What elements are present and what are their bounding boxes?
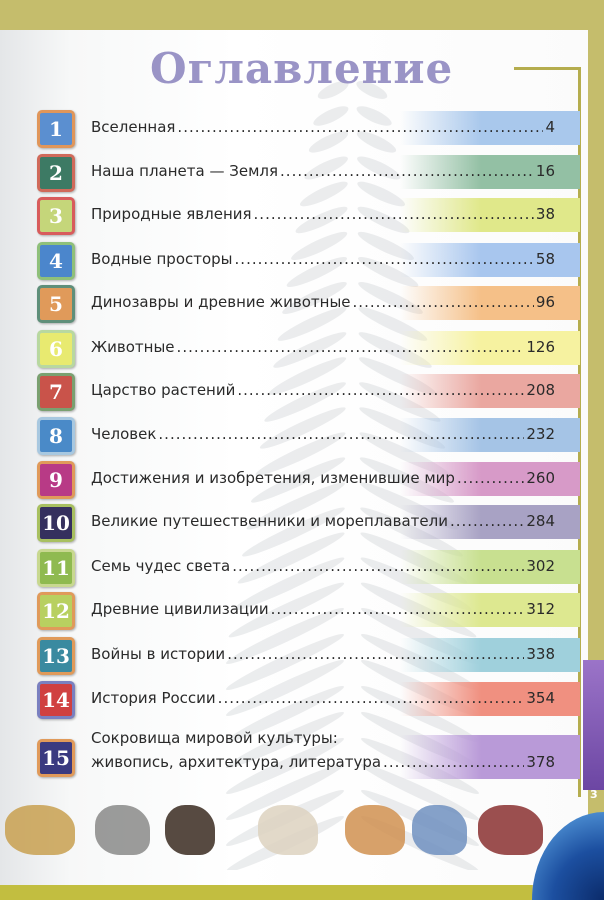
chapter-title: Войны в истории	[91, 645, 226, 663]
chapter-number-badge: 6	[37, 330, 75, 368]
page-ref: 38	[535, 205, 555, 223]
page-ref: 208	[526, 381, 555, 399]
page-ref: 96	[535, 293, 555, 311]
page-ref: 312	[526, 600, 555, 618]
bottom-band	[0, 885, 532, 900]
page-number: 3	[590, 788, 598, 801]
lamassu-image	[258, 805, 318, 855]
page-ref: 58	[535, 250, 555, 268]
toc-entry[interactable]: 12 Древние цивилизации 312	[0, 592, 604, 630]
side-strip	[583, 660, 604, 790]
illustrations	[0, 795, 560, 865]
dinosaur-image	[5, 805, 75, 855]
page-ref: 338	[526, 645, 555, 663]
chapter-number-badge: 11	[37, 549, 75, 587]
page-ref: 16	[535, 162, 555, 180]
toc-entry[interactable]: 9 Достижения и изобретения, изменившие м…	[0, 461, 604, 499]
page-ref: 284	[526, 512, 555, 530]
chapter-title: Водные просторы	[91, 250, 233, 268]
chapter-title: Динозавры и древние животные	[91, 293, 351, 311]
chapter-title: Сокровища мировой культуры:	[91, 729, 338, 747]
leader-dots	[177, 118, 543, 136]
chapter-title: живопись, архитектура, литература	[91, 753, 382, 771]
chapter-number-badge: 9	[37, 461, 75, 499]
toc-entry[interactable]: 7 Царство растений 208	[0, 373, 604, 411]
leader-dots	[218, 689, 525, 707]
chapter-number-badge: 13	[37, 637, 75, 675]
toc-entry[interactable]: 8 Человек 232	[0, 417, 604, 455]
chapter-title: Человек	[91, 425, 157, 443]
ancient-fresco-image	[345, 805, 405, 855]
toc-entry[interactable]: 4 Водные просторы 58	[0, 242, 604, 280]
elephant-image	[95, 805, 150, 855]
leader-dots	[158, 425, 524, 443]
leader-dots	[280, 162, 534, 180]
chapter-title: Древние цивилизации	[91, 600, 269, 618]
leader-dots	[450, 512, 524, 530]
toc-entry[interactable]: 10 Великие путешественники и мореплавате…	[0, 504, 604, 542]
chapter-number-badge: 7	[37, 373, 75, 411]
page-ref: 302	[526, 557, 555, 575]
chapter-title: Царство растений	[91, 381, 236, 399]
page-ref: 232	[526, 425, 555, 443]
chapter-title: Природные явления	[91, 205, 252, 223]
decorative-rule	[514, 67, 580, 70]
eagle-image	[165, 805, 215, 855]
toc-entry[interactable]: 15 Сокровища мировой культуры: живопись,…	[0, 729, 604, 779]
page-ref: 260	[526, 469, 555, 487]
chapter-title: Семь чудес света	[91, 557, 231, 575]
chapter-number-badge: 1	[37, 110, 75, 148]
chapter-title: Великие путешественники и мореплаватели	[91, 512, 448, 530]
chapter-number-badge: 3	[37, 197, 75, 235]
chapter-number-badge: 14	[37, 681, 75, 719]
toc-entry[interactable]: 6 Животные 126	[0, 330, 604, 368]
toc-entry[interactable]: 2 Наша планета — Земля 16	[0, 154, 604, 192]
leader-dots	[237, 381, 524, 399]
toc-entry[interactable]: 3 Природные явления 38	[0, 197, 604, 235]
page-ref: 126	[526, 338, 555, 356]
leader-dots	[353, 293, 534, 311]
chapter-title: Вселенная	[91, 118, 176, 136]
page-ref: 4	[545, 118, 555, 136]
toc-entry[interactable]: 5 Динозавры и древние животные 96	[0, 285, 604, 323]
chapter-number-badge: 10	[37, 504, 75, 542]
chapter-number-badge: 12	[37, 592, 75, 630]
toc-entry[interactable]: 1 Вселенная 4	[0, 110, 604, 148]
page-title: Оглавление	[150, 44, 454, 93]
leader-dots	[177, 338, 525, 356]
toc-entry[interactable]: 14 История России 354	[0, 681, 604, 719]
toc-entry[interactable]: 11 Семь чудес света 302	[0, 549, 604, 587]
leader-dots	[232, 557, 524, 575]
chapter-number-badge: 8	[37, 417, 75, 455]
chapter-title: История России	[91, 689, 216, 707]
leader-dots	[271, 600, 525, 618]
chapter-number-badge: 5	[37, 285, 75, 323]
page-ref: 378	[526, 753, 555, 771]
page-ref: 354	[526, 689, 555, 707]
chapter-title: Достижения и изобретения, изменившие мир	[91, 469, 455, 487]
chapter-number-badge: 2	[37, 154, 75, 192]
leader-dots	[383, 753, 524, 771]
fish-image	[412, 805, 467, 855]
leader-dots	[235, 250, 534, 268]
early-automobile-image	[478, 805, 543, 855]
leader-dots	[254, 205, 534, 223]
toc-entry[interactable]: 13 Войны в истории 338	[0, 637, 604, 675]
chapter-title: Животные	[91, 338, 175, 356]
chapter-title: Наша планета — Земля	[91, 162, 279, 180]
chapter-number-badge: 15	[37, 739, 75, 777]
leader-dots	[227, 645, 524, 663]
leader-dots	[457, 469, 524, 487]
chapter-number-badge: 4	[37, 242, 75, 280]
